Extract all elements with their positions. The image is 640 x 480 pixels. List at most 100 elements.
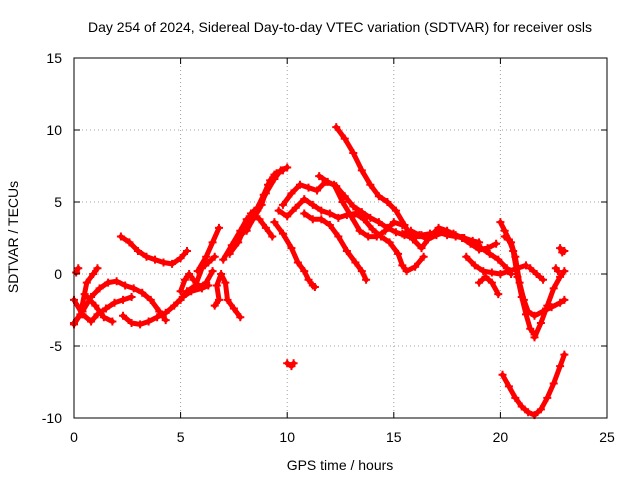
- data-point: [208, 267, 217, 276]
- data-point: [462, 252, 471, 261]
- data-point: [76, 310, 85, 319]
- data-point: [466, 239, 475, 248]
- series-track-o: [242, 163, 292, 235]
- data-point: [556, 362, 565, 371]
- data-point: [182, 287, 191, 296]
- series-line: [333, 124, 514, 277]
- data-point: [526, 264, 535, 273]
- data-point: [270, 174, 279, 183]
- data-point: [142, 252, 151, 261]
- data-point: [317, 215, 326, 224]
- data-point: [95, 284, 104, 293]
- data-point: [101, 304, 110, 313]
- data-point: [87, 317, 96, 326]
- data-point: [176, 254, 185, 263]
- data-point: [325, 209, 334, 218]
- data-point: [560, 246, 569, 255]
- data-point: [398, 229, 407, 238]
- data-point: [504, 382, 513, 391]
- data-point: [153, 313, 162, 322]
- data-point: [144, 317, 153, 326]
- data-point: [556, 298, 565, 307]
- x-tick-label: 10: [279, 429, 295, 445]
- plot-frame: [73, 57, 608, 419]
- data-point: [214, 223, 223, 232]
- data-point: [119, 295, 128, 304]
- data-point: [479, 267, 488, 276]
- data-series: [70, 123, 569, 420]
- data-point: [440, 228, 449, 237]
- data-point: [391, 206, 400, 215]
- data-point: [278, 200, 287, 209]
- series-track-e: [80, 290, 117, 326]
- data-point: [349, 202, 358, 211]
- series-track-t: [300, 209, 371, 284]
- data-point: [170, 301, 179, 310]
- data-point: [261, 223, 270, 232]
- data-point: [349, 149, 358, 158]
- data-point: [521, 261, 530, 270]
- data-point: [496, 218, 505, 227]
- data-point: [485, 249, 494, 258]
- data-point: [161, 316, 170, 325]
- data-point: [511, 252, 520, 261]
- data-point: [159, 258, 168, 267]
- data-point: [470, 261, 479, 270]
- data-point: [253, 206, 262, 215]
- data-point: [543, 393, 552, 402]
- data-point: [317, 206, 326, 215]
- series-track-f: [116, 232, 191, 268]
- data-point: [389, 218, 398, 227]
- data-point: [221, 278, 230, 287]
- chart-title: Day 254 of 2024, Sidereal Day-to-day VTE…: [88, 19, 592, 35]
- data-point: [481, 272, 490, 281]
- data-point: [176, 295, 185, 304]
- data-point: [334, 213, 343, 222]
- data-point: [338, 198, 347, 206]
- data-point: [347, 212, 356, 221]
- series-track-d: [72, 264, 83, 277]
- data-point: [432, 231, 441, 240]
- data-point: [539, 275, 548, 284]
- series-track-w: [398, 226, 501, 254]
- data-point: [229, 304, 238, 313]
- data-point: [351, 258, 360, 267]
- data-point: [475, 278, 484, 287]
- data-point: [223, 295, 232, 304]
- data-point: [417, 244, 426, 253]
- series-track-y: [475, 272, 503, 299]
- data-point: [359, 215, 368, 224]
- data-point: [182, 246, 191, 255]
- data-point: [340, 134, 349, 143]
- data-point: [323, 177, 332, 186]
- series-line: [195, 225, 222, 274]
- data-point: [210, 301, 219, 310]
- data-point: [549, 379, 558, 388]
- data-point: [357, 166, 366, 175]
- x-tick-label: 5: [177, 429, 185, 445]
- data-point: [504, 267, 513, 276]
- data-point: [498, 370, 507, 379]
- data-point: [423, 235, 432, 244]
- data-point: [99, 313, 108, 322]
- data-point: [536, 405, 545, 414]
- data-point: [82, 278, 91, 287]
- data-point: [332, 182, 341, 191]
- data-point: [434, 223, 443, 232]
- data-point: [342, 246, 351, 255]
- data-point: [104, 278, 113, 287]
- series-track-s: [283, 359, 298, 371]
- data-point: [261, 189, 270, 198]
- x-tick-label: 15: [386, 429, 402, 445]
- series-line: [82, 291, 115, 324]
- data-point: [492, 239, 501, 248]
- data-point: [524, 408, 533, 417]
- data-point: [519, 295, 528, 304]
- data-point: [511, 393, 520, 402]
- data-point: [278, 229, 287, 238]
- data-point: [180, 275, 189, 284]
- data-point: [91, 301, 100, 310]
- data-point: [549, 284, 558, 293]
- data-point: [125, 238, 134, 247]
- data-point: [496, 270, 505, 278]
